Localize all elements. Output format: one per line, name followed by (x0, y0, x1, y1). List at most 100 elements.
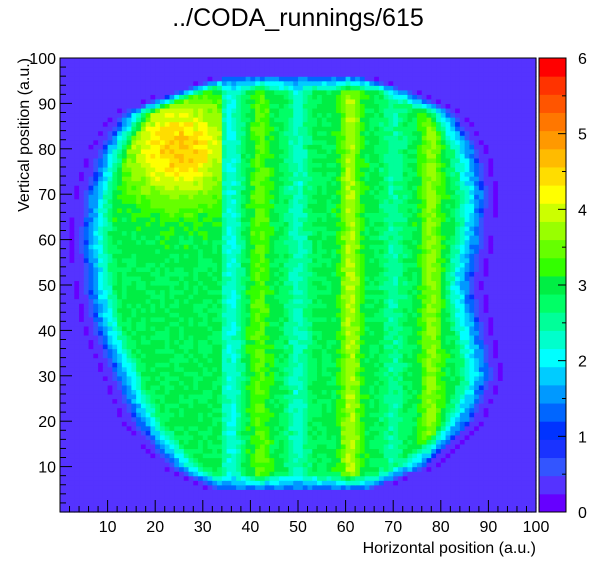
heatmap-cell (445, 493, 451, 499)
heatmap-cell (497, 371, 504, 377)
heatmap-cell (293, 466, 299, 472)
heatmap-cell (369, 334, 375, 341)
heatmap-cell (93, 493, 99, 499)
heatmap-cell (145, 330, 152, 336)
heatmap-cell (493, 389, 499, 395)
heatmap-cell (393, 443, 399, 450)
heatmap-cell (431, 471, 437, 477)
heatmap-cell (179, 393, 185, 400)
heatmap-cell (450, 466, 456, 472)
heatmap-cell (174, 362, 180, 368)
heatmap-cell (426, 344, 432, 350)
heatmap-cell (445, 452, 451, 459)
heatmap-cell (131, 316, 137, 322)
heatmap-cell (207, 452, 213, 459)
heatmap-cell (93, 489, 99, 495)
heatmap-cell (388, 303, 394, 309)
heatmap-cell (221, 407, 228, 413)
heatmap-cell (436, 380, 442, 386)
heatmap-cell (212, 339, 218, 345)
heatmap-cell (350, 462, 356, 468)
heatmap-cell (312, 416, 318, 422)
heatmap-cell (445, 457, 451, 463)
heatmap-cell (302, 416, 309, 422)
heatmap-cell (359, 362, 366, 368)
heatmap-cell (250, 289, 256, 295)
heatmap-cell (202, 298, 209, 304)
heatmap-cell (397, 289, 404, 295)
heatmap-cell (79, 316, 85, 322)
heatmap-cell (74, 375, 80, 381)
heatmap-cell (512, 434, 518, 440)
heatmap-cell (278, 443, 285, 450)
heatmap-cell (436, 489, 442, 495)
heatmap-cell (450, 434, 456, 440)
heatmap-cell (88, 502, 94, 509)
heatmap-cell (102, 321, 109, 327)
heatmap-cell (521, 375, 528, 381)
heatmap-cell (298, 294, 304, 300)
heatmap-cell (60, 389, 66, 395)
heatmap-cell (102, 298, 109, 304)
heatmap-cell (126, 434, 132, 440)
heatmap-cell (202, 375, 209, 381)
heatmap-cell (198, 407, 204, 413)
heatmap-cell (502, 421, 509, 427)
heatmap-cell (226, 484, 232, 490)
heatmap-cell (493, 380, 499, 386)
heatmap-cell (202, 334, 209, 341)
heatmap-cell (293, 484, 299, 490)
heatmap-cell (236, 371, 242, 377)
heatmap-cell (198, 366, 204, 372)
heatmap-cell (302, 484, 309, 490)
heatmap-cell (331, 353, 337, 359)
heatmap-cell (250, 298, 256, 304)
heatmap-cell (98, 307, 104, 313)
heatmap-cell (459, 316, 466, 322)
heatmap-cell (478, 375, 485, 381)
heatmap-cell (255, 344, 261, 350)
heatmap-cell (212, 462, 218, 468)
heatmap-cell (226, 480, 232, 486)
heatmap-cell (207, 384, 213, 391)
heatmap-cell (502, 362, 509, 368)
heatmap-cell (350, 348, 356, 354)
heatmap-cell (412, 334, 418, 341)
heatmap-cell (259, 398, 266, 404)
heatmap-cell (217, 403, 223, 409)
heatmap-cell (98, 389, 104, 395)
heatmap-cell (526, 484, 532, 490)
heatmap-cell (345, 475, 351, 481)
heatmap-cell (169, 421, 175, 427)
heatmap-cell (369, 294, 375, 300)
heatmap-cell (126, 375, 132, 381)
heatmap-cell (302, 371, 309, 377)
heatmap-cell (502, 389, 509, 395)
heatmap-cell (140, 316, 147, 322)
heatmap-cell (102, 471, 109, 477)
heatmap-cell (150, 448, 156, 454)
heatmap-cell (102, 285, 109, 291)
heatmap-cell (283, 362, 290, 368)
heatmap-cell (417, 412, 423, 418)
heatmap-cell (412, 285, 418, 291)
heatmap-cell (455, 380, 461, 386)
heatmap-cell (516, 298, 523, 304)
heatmap-cell (98, 480, 104, 486)
heatmap-cell (502, 307, 509, 313)
heatmap-cell (274, 348, 280, 354)
heatmap-cell (217, 425, 223, 431)
heatmap-cell (312, 484, 318, 490)
heatmap-cell (98, 457, 104, 463)
heatmap-cell (255, 398, 261, 404)
heatmap-cell (145, 384, 152, 391)
heatmap-cell (450, 389, 456, 395)
heatmap-cell (136, 448, 142, 454)
heatmap-cell (326, 371, 332, 377)
heatmap-cell (417, 289, 423, 295)
heatmap-cell (193, 312, 199, 318)
heatmap-cell (69, 371, 75, 377)
heatmap-cell (326, 285, 332, 291)
heatmap-cell (88, 316, 94, 322)
heatmap-cell (417, 285, 423, 291)
